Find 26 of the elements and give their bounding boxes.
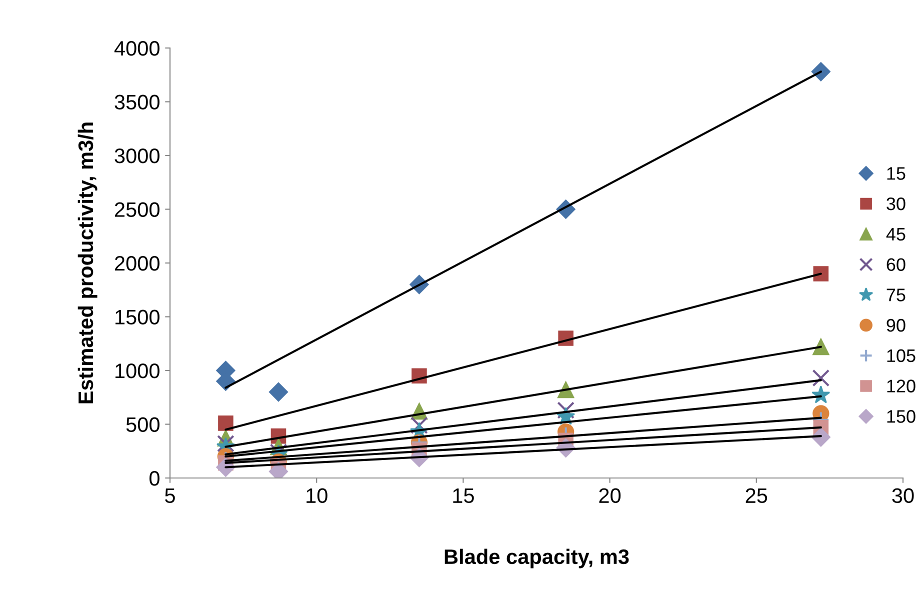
y-tick-label: 4000 [114,41,160,56]
x-axis-title: Blade capacity, m3 [444,548,629,568]
x-tick-label: 5 [165,488,175,504]
y-axis-title: Estimated productivity, m3/h [78,122,98,404]
y-tick-label: 2500 [114,202,160,218]
legend-label: 120 [887,380,916,392]
legend-label: 90 [886,318,906,332]
y-tick-label: 0 [150,471,160,486]
y-tick-label: 2000 [114,256,160,271]
legend-label: 30 [886,197,906,210]
legend-label: 105 [887,349,916,362]
legend-label: 75 [886,288,906,302]
x-tick-label: 10 [306,488,328,504]
y-tick-label: 3500 [114,94,160,110]
legend-label: 45 [886,228,906,241]
legend-label: 15 [887,167,906,180]
x-tick-label: 15 [453,488,474,504]
y-tick-label: 3000 [114,148,160,164]
y-tick-label: 1000 [116,364,160,378]
legend-label: 150 [887,410,916,423]
x-tick-label: 25 [746,488,768,504]
y-tick-label: 1500 [116,310,160,325]
y-tick-label: 500 [126,417,160,432]
x-tick-label: 30 [892,488,914,504]
legend-label: 60 [886,258,906,271]
x-tick-label: 20 [599,488,621,504]
